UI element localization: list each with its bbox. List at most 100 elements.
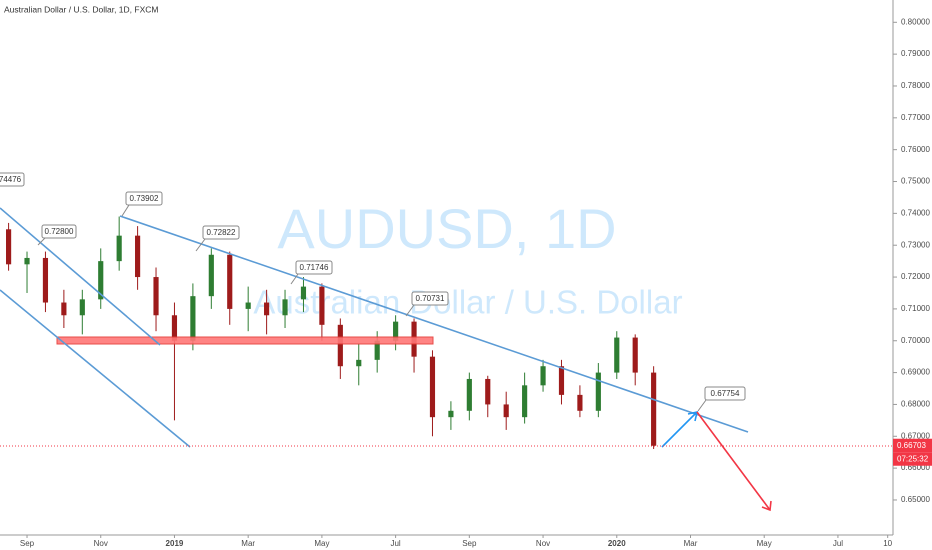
x-tick-label: 2020 [608,539,626,548]
support-zone [56,336,434,345]
candle-body [393,321,399,341]
channel-line [0,289,191,448]
candle-body [98,261,104,300]
callout-box [411,291,449,306]
candle-body [245,302,251,309]
candle-body [522,385,528,418]
watermark-subtitle: Australian Dollar / U.S. Dollar [253,284,682,321]
y-tick-label: 0.75000 [901,177,930,186]
y-tick-label: 0.74000 [901,208,930,217]
y-tick-label: 0.72000 [901,272,930,281]
candle-body [429,356,436,418]
candle-body [614,337,620,373]
candle-body [42,257,49,303]
candle-body [319,286,325,325]
callout-pointer [121,204,130,217]
callout-pointer [37,237,46,246]
y-tick-label: 0.66000 [901,463,930,472]
x-tick-label: 2019 [166,539,184,548]
countdown-tag [893,452,932,466]
candle-body [558,366,565,395]
callout-label: 0.72800 [45,227,74,236]
candle-body [264,302,270,316]
callout-box [0,172,25,187]
countdown-label: 07:25:32 [897,454,929,463]
candle-body [632,337,638,373]
callout-pointer [195,238,206,252]
x-tick-label: Sep [462,539,477,548]
y-tick-label: 0.77000 [901,113,930,122]
callout-box [295,260,333,275]
candle-body [448,410,454,418]
candle-body [116,235,122,262]
x-tick-label: Mar [241,539,255,548]
callout-pointer [290,273,299,285]
drawings [0,207,893,512]
callout-pointer [405,304,415,317]
candle-body [190,296,196,341]
candle-body [356,359,362,367]
candle-body [577,394,583,411]
candle-body [595,372,601,411]
axes: 0.65000 0.66000 0.67000 0.68000 0.69000 0.700… [20,17,932,548]
chart-title: Australian Dollar / U.S. Dollar, 1D, FXC… [4,4,158,14]
y-tick-label: 0.69000 [901,368,930,377]
candle-body [153,277,159,316]
candle-body [227,254,233,309]
x-tick-label: May [314,539,329,548]
candle-body [337,324,343,367]
candle-body [485,378,491,405]
x-tick-label: 10 [883,539,892,548]
candle-body [135,235,141,278]
callout-box [41,224,77,239]
y-tick-label: 0.67000 [901,431,930,440]
candle-body [282,299,288,316]
callout-label: 0.67754 [711,389,740,398]
x-tick-label: Jul [833,539,843,548]
candle-body [171,315,178,341]
callout-pointer [697,399,707,412]
y-tick-label: 0.80000 [901,17,930,26]
y-tick-label: 0.71000 [901,304,930,313]
y-tick-label: 0.68000 [901,400,930,409]
x-tick-label: May [757,539,772,548]
candle-body [374,340,380,360]
arrow-head [761,500,772,512]
time-axis [0,535,932,550]
x-tick-label: Nov [94,539,108,548]
candle-body [300,286,307,300]
x-tick-label: Sep [20,539,35,548]
y-tick-label: 0.79000 [901,49,930,58]
arrow-down [696,411,771,511]
callout-label: 0.73902 [130,194,159,203]
candle-body [503,404,509,418]
y-tick-label: 0.70000 [901,336,930,345]
price-tag [893,438,932,453]
callout-box [202,225,240,240]
callout-box [125,191,163,206]
callouts: 74476 0.72800 0.73902 0.72822 0.71746 0.… [0,172,746,412]
candle-body [6,229,12,265]
channel-line [0,207,161,346]
watermark: AUDUSD, 1D [277,197,616,260]
callout-label: 0.70731 [416,294,445,303]
x-tick-label: Jul [390,539,400,548]
callout-box [704,386,746,401]
y-tick-label: 0.78000 [901,81,930,90]
callout-label: 0.72822 [207,228,236,237]
candle-body [24,257,30,265]
price-tag-label: 0.66703 [897,441,926,450]
trend-line [119,215,749,433]
y-tick-label: 0.65000 [901,495,930,504]
y-tick-label: 0.76000 [901,145,930,154]
candle-body [651,372,657,446]
candle-body [540,366,546,386]
callout-label: 74476 [0,175,22,184]
x-tick-label: Mar [684,539,698,548]
candle-body [208,254,214,297]
candle-body [61,302,67,316]
x-tick-label: Nov [536,539,550,548]
